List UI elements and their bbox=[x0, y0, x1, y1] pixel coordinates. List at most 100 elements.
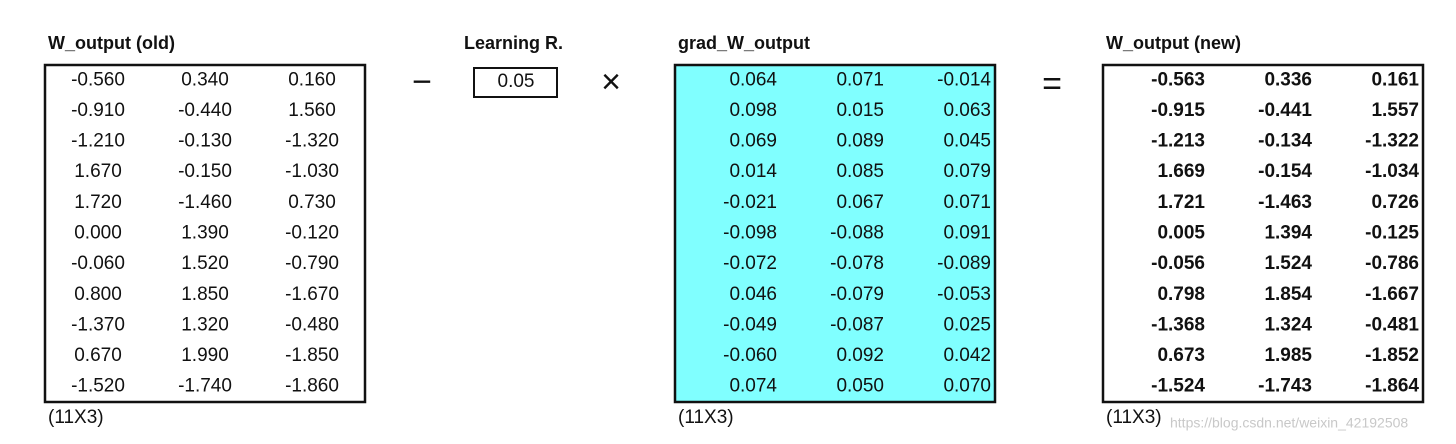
matrix-cell: 0.014 bbox=[729, 161, 777, 182]
matrix-cell: -1.370 bbox=[71, 314, 125, 335]
matrix-cell: -1.322 bbox=[1365, 131, 1419, 152]
matrix-title: W_output (new) bbox=[1106, 33, 1241, 53]
matrix-box bbox=[1101, 63, 1425, 404]
matrix-cell: -0.481 bbox=[1365, 314, 1419, 335]
matrix-cell: -0.154 bbox=[1258, 161, 1312, 182]
matrix-cell: 0.064 bbox=[729, 69, 777, 90]
matrix-title: W_output (old) bbox=[48, 33, 175, 53]
matrix-cell: -0.060 bbox=[71, 253, 125, 274]
matrix-cell: -0.087 bbox=[830, 314, 884, 335]
matrix-cell: -1.740 bbox=[178, 376, 232, 397]
matrix-cell: 0.670 bbox=[74, 345, 122, 366]
minus-operator: − bbox=[412, 63, 432, 101]
matrix-title: grad_W_output bbox=[678, 33, 810, 53]
matrix-cell: 0.045 bbox=[943, 131, 991, 152]
matrix-cell: 0.730 bbox=[288, 192, 336, 213]
matrix-cell: -0.134 bbox=[1258, 131, 1312, 152]
equals-operator: = bbox=[1042, 65, 1062, 103]
matrix-cell: 1.520 bbox=[181, 253, 229, 274]
matrix-cell: -0.790 bbox=[285, 253, 339, 274]
matrix-cell: -1.670 bbox=[285, 284, 339, 305]
matrix-cell: -0.120 bbox=[285, 223, 339, 244]
matrix-cell: 0.005 bbox=[1157, 223, 1205, 244]
matrix-cell: 0.673 bbox=[1157, 345, 1205, 366]
matrix-cell: 0.085 bbox=[836, 161, 884, 182]
matrix-cell: 0.071 bbox=[943, 192, 991, 213]
matrix-cell: 1.985 bbox=[1264, 345, 1312, 366]
matrix-cell: 0.340 bbox=[181, 69, 229, 90]
matrix-cell: 1.850 bbox=[181, 284, 229, 305]
matrix-cell: -0.021 bbox=[723, 192, 777, 213]
matrix-cell: 0.071 bbox=[836, 69, 884, 90]
matrix-cell: 0.161 bbox=[1371, 69, 1419, 90]
matrix-cell: -1.463 bbox=[1258, 192, 1312, 213]
matrix-cell: 0.046 bbox=[729, 284, 777, 305]
matrix-cell: 0.015 bbox=[836, 100, 884, 121]
times-operator: × bbox=[601, 63, 621, 101]
matrix-cell: -1.852 bbox=[1365, 345, 1419, 366]
matrix-cell: -0.014 bbox=[937, 69, 991, 90]
matrix-cell: 1.720 bbox=[74, 192, 122, 213]
matrix-cell: -0.049 bbox=[723, 314, 777, 335]
matrix-cell: -0.563 bbox=[1151, 69, 1205, 90]
matrix-cell: -0.098 bbox=[723, 223, 777, 244]
matrix-cell: -1.743 bbox=[1258, 376, 1312, 397]
matrix-cell: -0.089 bbox=[937, 253, 991, 274]
matrix-cell: 1.394 bbox=[1264, 223, 1312, 244]
matrix-cell: -0.560 bbox=[71, 69, 125, 90]
matrix-box bbox=[43, 63, 367, 404]
matrix-cell: 1.320 bbox=[181, 314, 229, 335]
matrix-cell: -0.060 bbox=[723, 345, 777, 366]
matrix-cell: 0.091 bbox=[943, 223, 991, 244]
matrix-cell: -1.213 bbox=[1151, 131, 1205, 152]
matrix-cell: -0.910 bbox=[71, 100, 125, 121]
matrix-cell: 0.063 bbox=[943, 100, 991, 121]
matrix-cell: -1.850 bbox=[285, 345, 339, 366]
matrix-cell: -0.130 bbox=[178, 131, 232, 152]
matrix-cell: -1.034 bbox=[1365, 161, 1419, 182]
matrix-cell: -1.460 bbox=[178, 192, 232, 213]
matrix-cell: 0.067 bbox=[836, 192, 884, 213]
matrix-dims: (11X3) bbox=[678, 407, 734, 428]
matrix-cell: -0.480 bbox=[285, 314, 339, 335]
watermark: https://blog.csdn.net/weixin_42192508 bbox=[1170, 415, 1408, 431]
matrix-cell: 0.089 bbox=[836, 131, 884, 152]
matrix-cell: 1.560 bbox=[288, 100, 336, 121]
matrix-cell: 1.669 bbox=[1157, 161, 1205, 182]
matrix-cell: -0.053 bbox=[937, 284, 991, 305]
matrix-cell: -1.030 bbox=[285, 161, 339, 182]
matrix-cell: 1.670 bbox=[74, 161, 122, 182]
matrix-cell: 0.800 bbox=[74, 284, 122, 305]
matrix-cell: 0.336 bbox=[1264, 69, 1312, 90]
matrix-box bbox=[673, 63, 997, 404]
matrix-cell: 0.098 bbox=[729, 100, 777, 121]
matrix-cell: -0.056 bbox=[1151, 253, 1205, 274]
matrix-cell: 1.990 bbox=[181, 345, 229, 366]
matrix-cell: -0.786 bbox=[1365, 253, 1419, 274]
learning-rate-value: 0.05 bbox=[498, 71, 535, 92]
matrix-cell: -0.078 bbox=[830, 253, 884, 274]
matrix-cell: -0.441 bbox=[1258, 100, 1312, 121]
matrix-cell: -0.088 bbox=[830, 223, 884, 244]
learning-rate-box bbox=[473, 67, 558, 98]
matrix-cell: -1.524 bbox=[1151, 376, 1205, 397]
matrix-cell: 0.079 bbox=[943, 161, 991, 182]
matrix-cell: 0.798 bbox=[1157, 284, 1205, 305]
matrix-cell: -1.860 bbox=[285, 376, 339, 397]
matrix-cell: 1.524 bbox=[1264, 253, 1312, 274]
matrix-cell: 0.042 bbox=[943, 345, 991, 366]
matrix-cell: 0.726 bbox=[1371, 192, 1419, 213]
matrix-cell: 0.069 bbox=[729, 131, 777, 152]
matrix-cell: -0.072 bbox=[723, 253, 777, 274]
matrix-cell: -1.210 bbox=[71, 131, 125, 152]
learning-rate-title: Learning R. bbox=[464, 33, 563, 53]
matrix-cell: 0.070 bbox=[943, 376, 991, 397]
matrix-cell: 1.721 bbox=[1157, 192, 1205, 213]
matrix-dims: (11X3) bbox=[48, 407, 104, 428]
matrix-cell: -0.150 bbox=[178, 161, 232, 182]
matrix-cell: -0.125 bbox=[1365, 223, 1419, 244]
matrix-cell: 0.000 bbox=[74, 223, 122, 244]
matrix-cell: 1.324 bbox=[1264, 314, 1312, 335]
matrix-cell: -0.915 bbox=[1151, 100, 1205, 121]
